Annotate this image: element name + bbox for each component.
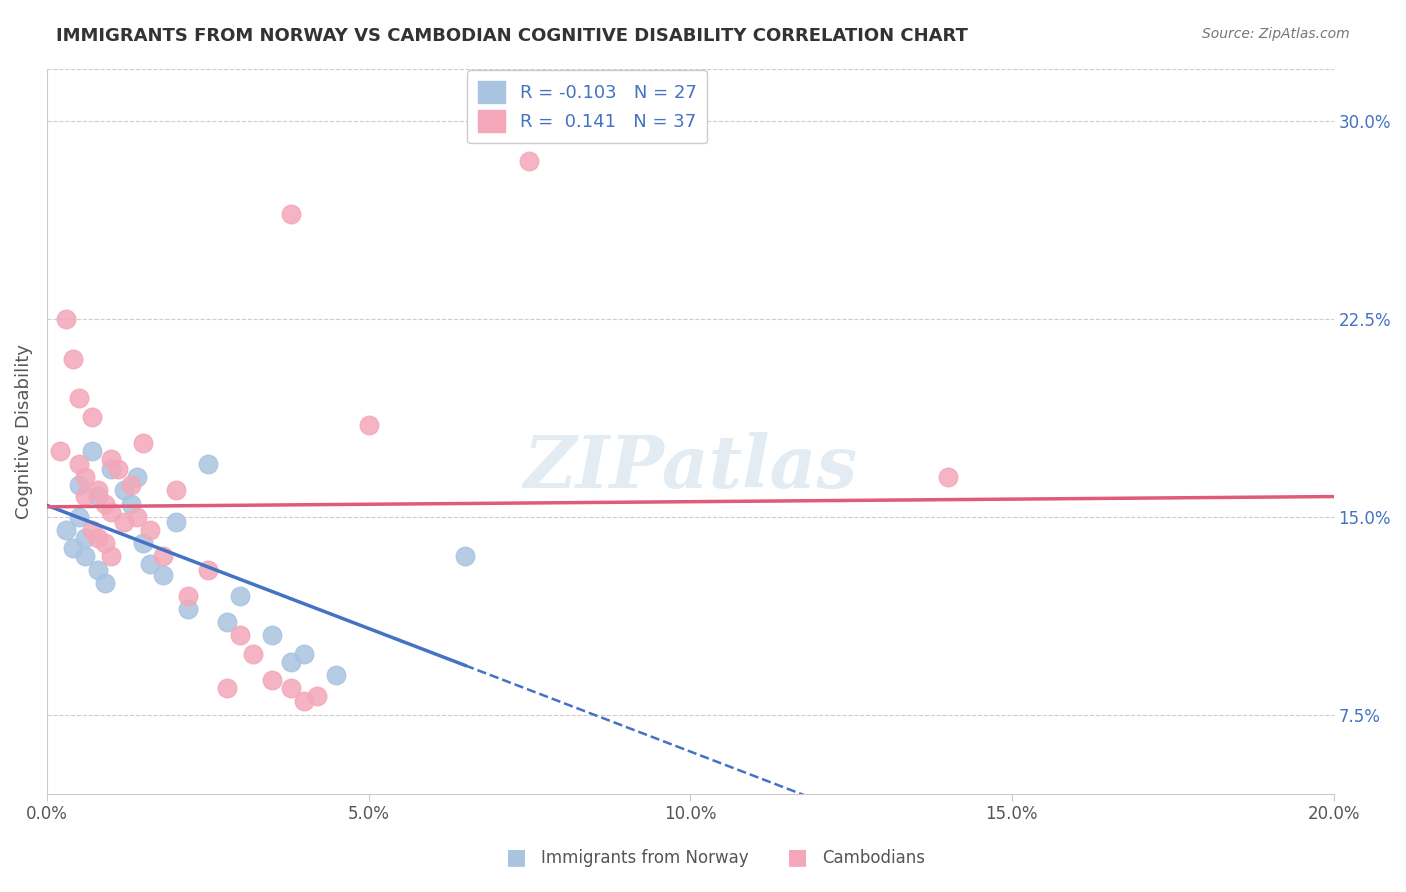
- Point: [112, 515, 135, 529]
- Point: [120, 497, 142, 511]
- Point: [80, 409, 103, 424]
- Point: [132, 536, 155, 550]
- Point: [197, 457, 219, 471]
- Point: [139, 523, 162, 537]
- Point: [112, 483, 135, 498]
- Point: [87, 562, 110, 576]
- Point: [94, 497, 117, 511]
- Point: [215, 681, 238, 696]
- Point: [242, 647, 264, 661]
- Point: [49, 443, 72, 458]
- Y-axis label: Cognitive Disability: Cognitive Disability: [15, 343, 32, 518]
- Point: [100, 549, 122, 564]
- Point: [165, 515, 187, 529]
- Point: [292, 647, 315, 661]
- Point: [229, 628, 252, 642]
- Point: [67, 391, 90, 405]
- Point: [177, 589, 200, 603]
- Point: [519, 153, 541, 168]
- Point: [307, 689, 329, 703]
- Point: [125, 470, 148, 484]
- Point: [67, 478, 90, 492]
- Text: Source: ZipAtlas.com: Source: ZipAtlas.com: [1202, 27, 1350, 41]
- Point: [152, 549, 174, 564]
- Point: [75, 531, 97, 545]
- Point: [62, 351, 84, 366]
- Point: [280, 206, 302, 220]
- Text: Immigrants from Norway: Immigrants from Norway: [541, 849, 749, 867]
- Point: [100, 504, 122, 518]
- Point: [454, 549, 477, 564]
- Point: [67, 509, 90, 524]
- Text: ■: ■: [787, 847, 808, 867]
- Point: [100, 451, 122, 466]
- Point: [139, 558, 162, 572]
- Point: [260, 673, 283, 688]
- Point: [197, 562, 219, 576]
- Point: [325, 668, 347, 682]
- Point: [260, 628, 283, 642]
- Point: [55, 523, 77, 537]
- Point: [80, 523, 103, 537]
- Point: [75, 489, 97, 503]
- Point: [229, 589, 252, 603]
- Point: [357, 417, 380, 432]
- Point: [62, 541, 84, 556]
- Text: IMMIGRANTS FROM NORWAY VS CAMBODIAN COGNITIVE DISABILITY CORRELATION CHART: IMMIGRANTS FROM NORWAY VS CAMBODIAN COGN…: [56, 27, 969, 45]
- Text: ZIPatlas: ZIPatlas: [523, 432, 858, 503]
- Point: [165, 483, 187, 498]
- Point: [87, 489, 110, 503]
- Point: [67, 457, 90, 471]
- Point: [100, 462, 122, 476]
- Text: Cambodians: Cambodians: [823, 849, 925, 867]
- Legend: R = -0.103   N = 27, R =  0.141   N = 37: R = -0.103 N = 27, R = 0.141 N = 37: [467, 70, 707, 144]
- Point: [87, 483, 110, 498]
- Point: [80, 443, 103, 458]
- Point: [87, 531, 110, 545]
- Point: [292, 694, 315, 708]
- Point: [215, 615, 238, 630]
- Point: [280, 655, 302, 669]
- Point: [94, 536, 117, 550]
- Point: [75, 470, 97, 484]
- Text: ■: ■: [506, 847, 527, 867]
- Point: [107, 462, 129, 476]
- Point: [177, 602, 200, 616]
- Point: [125, 509, 148, 524]
- Point: [936, 470, 959, 484]
- Point: [132, 436, 155, 450]
- Point: [94, 575, 117, 590]
- Point: [75, 549, 97, 564]
- Point: [152, 567, 174, 582]
- Point: [55, 312, 77, 326]
- Point: [120, 478, 142, 492]
- Point: [280, 681, 302, 696]
